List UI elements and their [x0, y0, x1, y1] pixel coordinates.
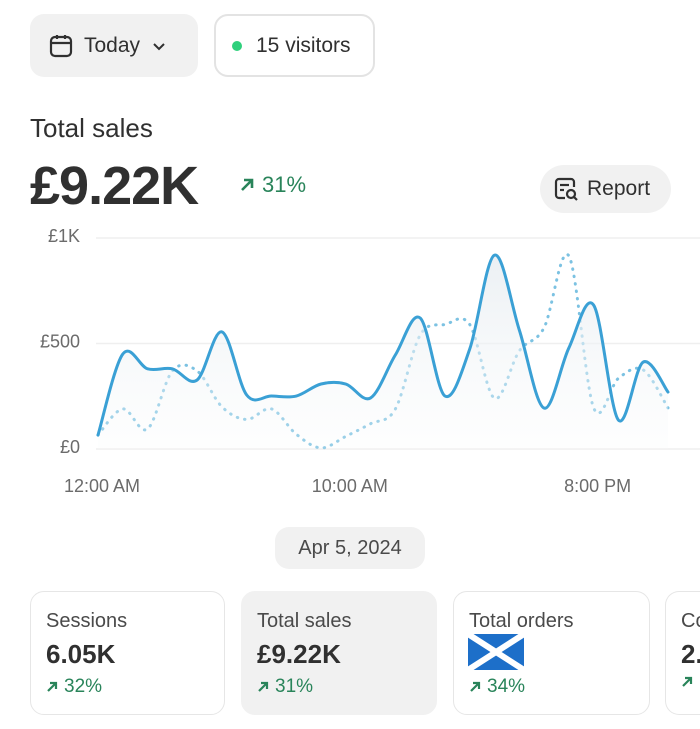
date-pill: Apr 5, 2024: [275, 527, 425, 569]
x-tick-label: 12:00 AM: [64, 476, 140, 496]
metric-card[interactable]: Co 2.: [665, 591, 700, 715]
calendar-icon: [49, 34, 73, 57]
card-change-value: 31%: [275, 676, 314, 697]
metric-title: Total sales: [30, 113, 153, 143]
report-button[interactable]: Report: [540, 165, 671, 213]
up-arrow: [258, 681, 269, 692]
series-line: [96, 253, 670, 437]
x-tick-label: 10:00 AM: [312, 476, 388, 496]
y-tick-label: £0: [60, 437, 80, 457]
report-icon: [554, 177, 578, 201]
chevron: [153, 42, 165, 50]
y-tick-label: £500: [40, 331, 80, 351]
up-arrow: [47, 681, 58, 692]
metric-change: 31%: [238, 172, 306, 198]
card-label: Co: [681, 610, 700, 632]
card-value: 6.05K: [46, 639, 116, 669]
metric-change-value: 31%: [262, 172, 307, 197]
area: [98, 254, 668, 449]
y-tick-label: £1K: [48, 226, 80, 246]
card-change-value: 32%: [64, 676, 103, 697]
card-label: Total orders: [469, 610, 574, 632]
metric-value: £9.22K: [30, 156, 199, 216]
flag-icon: [468, 634, 524, 670]
visitors-label: 15 visitors: [256, 33, 351, 57]
card-change: 32%: [46, 676, 102, 698]
card-change: [681, 676, 693, 688]
up-arrow: [682, 676, 693, 687]
date-filter[interactable]: Today: [30, 14, 198, 77]
up-arrow: [470, 681, 481, 692]
card-label: Sessions: [46, 610, 128, 632]
metric-card[interactable]: Total orders 34%: [453, 591, 650, 715]
card-change-value: 34%: [487, 676, 526, 697]
card-change: 31%: [257, 676, 313, 698]
up-arrow: [241, 178, 254, 191]
card-value: £9.22K: [257, 639, 341, 669]
date-filter-label: Today: [84, 33, 141, 57]
live-dot: [232, 40, 242, 51]
card-change: 34%: [469, 676, 525, 698]
card-label: Total sales: [257, 610, 352, 632]
report-label: Report: [587, 177, 651, 200]
x-tick-label: 8:00 PM: [564, 476, 631, 496]
metric-card[interactable]: Sessions 6.05K 32%: [30, 591, 225, 715]
metric-card[interactable]: Total sales £9.22K 31%: [241, 591, 437, 715]
series-line: [96, 252, 670, 450]
visitors-pill[interactable]: 15 visitors: [214, 14, 375, 77]
card-value: 2.: [681, 639, 700, 669]
